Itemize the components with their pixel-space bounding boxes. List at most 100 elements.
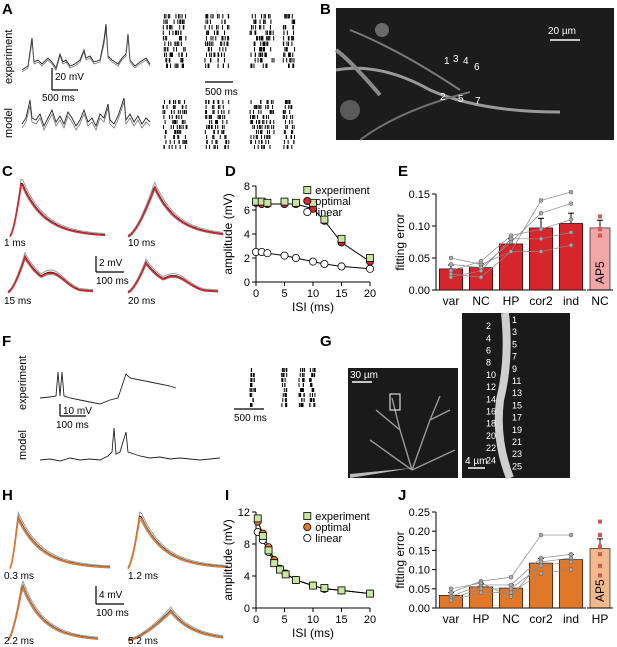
psp-trace-20ms <box>127 258 219 294</box>
data-point <box>448 271 454 277</box>
micrograph-zoom <box>462 313 570 478</box>
data-point <box>568 532 574 538</box>
data-point <box>478 268 484 274</box>
psp-trace-model <box>127 186 224 238</box>
x-tick-label: 10 <box>307 614 319 626</box>
data-point <box>320 259 329 268</box>
site-label: 1 <box>444 56 450 67</box>
data-point <box>366 254 374 262</box>
site-label: 13 <box>512 388 522 398</box>
data-point <box>538 555 544 561</box>
panel-label: A <box>2 1 13 18</box>
psp-trace-experiment <box>127 185 224 237</box>
site-label: 2 <box>486 321 491 331</box>
data-point <box>598 214 602 219</box>
scale-label-voltage: 10 mV <box>63 406 92 417</box>
scale-label-time: 500 ms <box>42 93 75 104</box>
scale-label: 30 µm <box>350 370 378 381</box>
data-point <box>263 249 272 258</box>
voltage-trace-model-2 <box>21 101 151 131</box>
y-tick-label: 0 <box>244 603 250 615</box>
data-point <box>337 586 346 595</box>
data-point <box>291 576 300 584</box>
data-point <box>320 215 329 224</box>
data-point <box>263 198 272 207</box>
psp-trace-model <box>127 609 224 642</box>
y-tick-label: 0 <box>244 277 250 289</box>
y-tick-label: 12 <box>238 507 250 519</box>
row-label-experiment: experiment <box>3 30 15 84</box>
panel-label: D <box>225 163 236 180</box>
psp-trace-model <box>127 261 219 294</box>
data-point <box>291 198 300 207</box>
cell-body <box>340 100 360 120</box>
neuron-dendrites <box>369 395 456 471</box>
data-point <box>508 575 514 580</box>
interval-label: 20 ms <box>128 296 155 307</box>
data-point <box>538 249 544 254</box>
panel-label: J <box>398 487 406 504</box>
spike-raster-experiment <box>162 14 296 68</box>
site-label: 2 <box>440 92 446 103</box>
data-point <box>538 210 544 216</box>
y-axis-label: fitting error <box>393 531 407 588</box>
data-point <box>281 570 290 579</box>
data-point <box>598 573 602 578</box>
y-axis-label: fitting error <box>393 213 407 270</box>
data-point <box>538 532 544 538</box>
data-point <box>538 198 544 203</box>
site-label: 7 <box>475 96 481 107</box>
data-point <box>478 580 484 586</box>
micrograph-neuron <box>348 368 458 478</box>
psp-trace-2.2ms <box>7 579 99 642</box>
dendrite-branch <box>335 66 561 114</box>
psp-trace-sem <box>127 519 229 570</box>
site-label: 1 <box>512 315 517 325</box>
site-label: 7 <box>512 352 517 362</box>
dendrite-branch <box>349 29 461 91</box>
category-label: NC <box>591 294 609 308</box>
y-tick-label: 8 <box>244 181 250 193</box>
category-label: HP <box>503 294 520 308</box>
data-point <box>538 236 544 242</box>
psp-trace-sem <box>9 519 111 570</box>
voltage-trace-experiment <box>39 371 177 405</box>
y-tick-label: 0.15 <box>409 189 430 201</box>
y-tick-label: 0.00 <box>409 603 430 615</box>
y-tick-label: 6 <box>244 205 250 217</box>
category-label: NC <box>472 294 490 308</box>
site-label: 9 <box>512 364 517 374</box>
scale-label-time: 100 ms <box>96 608 129 619</box>
psp-trace-sem <box>127 181 224 236</box>
y-tick-label: 4 <box>244 229 250 241</box>
data-point <box>538 563 544 569</box>
data-point <box>598 552 602 557</box>
data-point <box>538 559 544 565</box>
data-point <box>598 233 602 238</box>
interval-label: 10 ms <box>128 238 155 249</box>
bar-label: AP5 <box>593 261 607 284</box>
site-label: 22 <box>486 443 496 453</box>
pipette <box>350 468 412 478</box>
category-label: NC <box>502 612 520 626</box>
data-point <box>253 514 262 523</box>
category-label: HP <box>592 612 609 626</box>
y-axis-label: amplitude (mV) <box>221 519 235 600</box>
data-point <box>568 230 574 235</box>
site-label: 14 <box>486 394 496 404</box>
data-point <box>538 571 544 576</box>
x-tick-label: 0 <box>253 614 259 626</box>
spike-raster-model <box>162 100 296 149</box>
y-tick-label: 0.05 <box>409 253 430 265</box>
dendrite-branch <box>334 48 382 97</box>
data-point <box>270 559 279 568</box>
y-tick-label: 0.10 <box>409 221 430 233</box>
voltage-trace-experiment-2 <box>21 29 151 73</box>
data-point <box>478 586 484 592</box>
scale-label: 4 µm <box>465 456 487 467</box>
voltage-trace-model <box>39 427 221 462</box>
y-tick-label: 0.10 <box>409 565 430 577</box>
